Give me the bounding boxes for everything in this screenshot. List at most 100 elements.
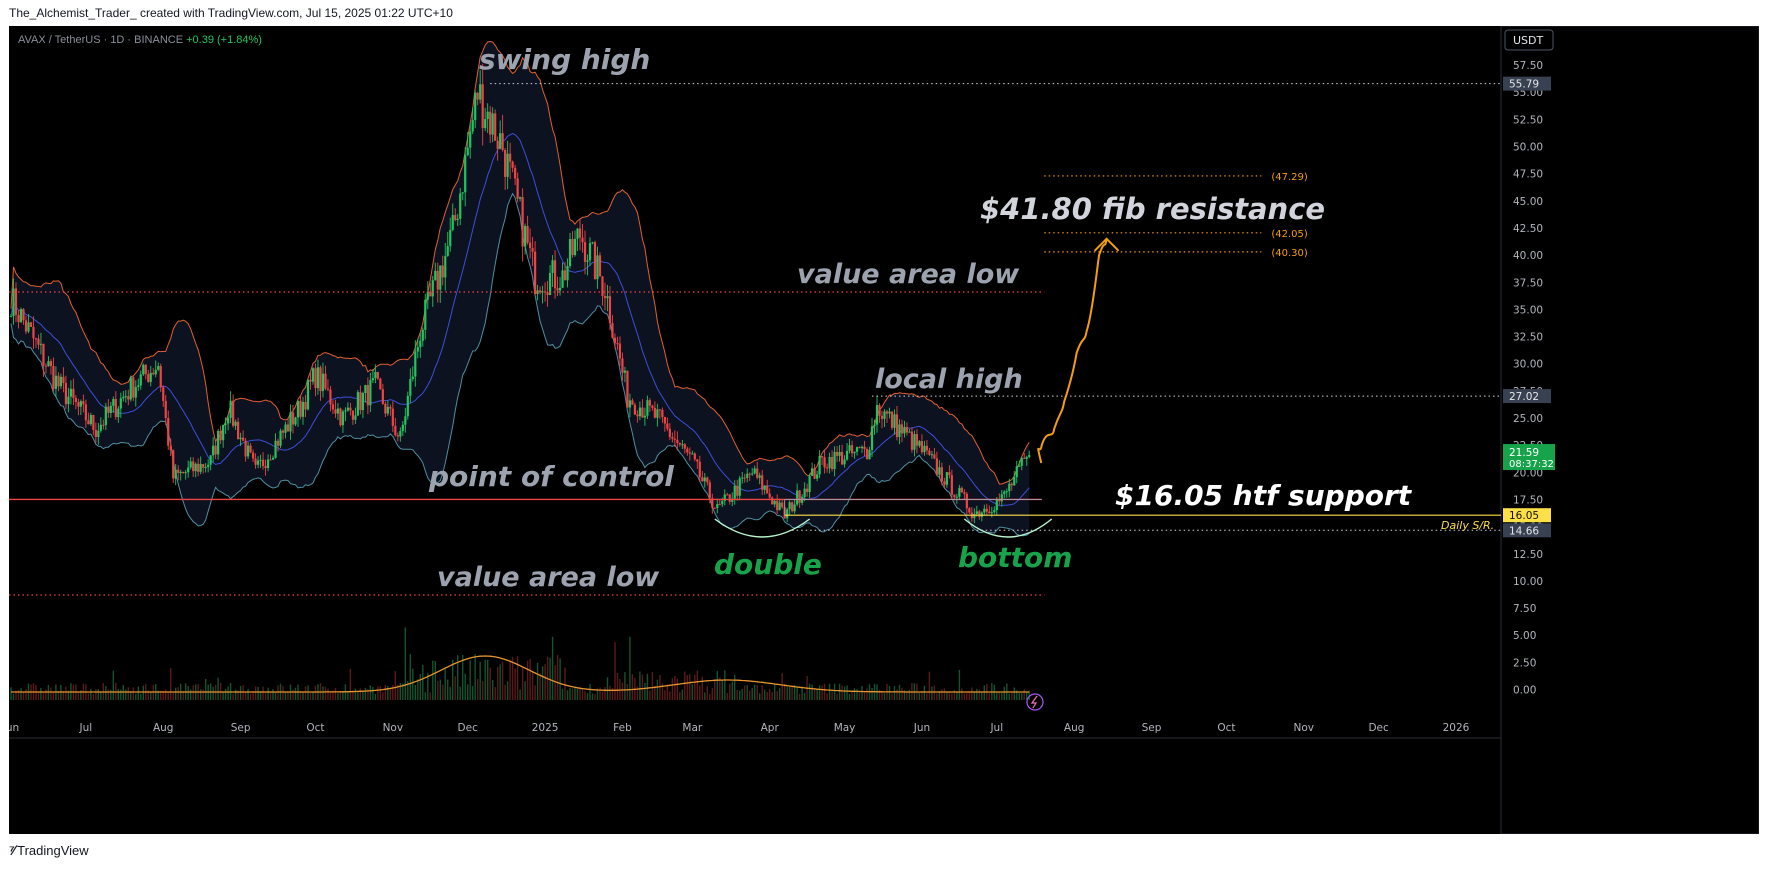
candle-body [511, 161, 514, 168]
last-price-countdown: 08:37:32 [1509, 459, 1554, 470]
candle-body [611, 323, 614, 338]
price-tick-label: 35.00 [1513, 304, 1543, 316]
candle-body [711, 498, 714, 508]
candle-body [134, 386, 137, 398]
chart-area[interactable]: (47.29) (42.05) (40.30) swing high $41.80 fi… [9, 26, 1759, 834]
candle-body [484, 119, 487, 129]
candle-body [608, 296, 612, 324]
candle-body [354, 415, 357, 420]
volume-bar [432, 660, 434, 700]
candle-body [132, 377, 135, 398]
volume-bar [606, 677, 609, 700]
volume-bar [629, 636, 631, 700]
volume-bar [961, 688, 963, 700]
volume-bar [57, 690, 60, 700]
candle-body [274, 440, 277, 458]
candle-body [24, 320, 28, 332]
volume-bar [918, 693, 921, 700]
candle-body [237, 421, 240, 440]
volume-bar [719, 677, 721, 700]
candle-body [17, 314, 20, 323]
candle-body [314, 368, 317, 389]
volume-bar [362, 691, 364, 700]
volume-bar [37, 691, 40, 700]
candle-body [723, 494, 726, 501]
candle-body [960, 487, 963, 493]
candle-body [411, 376, 414, 379]
candle-body [830, 457, 834, 470]
candle-body [915, 434, 919, 446]
lightning-icon[interactable] [1026, 693, 1044, 711]
volume-bar [45, 689, 47, 700]
candle-body [603, 296, 607, 299]
candle-body [456, 218, 459, 221]
volume-bar [579, 688, 581, 700]
volume-bar [277, 685, 279, 700]
volume-bar [387, 685, 389, 700]
price-chart[interactable]: (47.29) (42.05) (40.30) swing high $41.80 fi… [9, 26, 1759, 834]
volume-bar [651, 671, 654, 700]
volume-bar [551, 636, 554, 700]
currency-badge[interactable] [1504, 29, 1554, 51]
candle-body [781, 502, 784, 508]
candle-body [746, 473, 749, 478]
candle-body [414, 351, 417, 377]
volume-bar [457, 655, 459, 700]
candle-body [376, 371, 379, 379]
volume-bar [664, 690, 666, 700]
candle-body [813, 468, 816, 479]
volume-bar [616, 673, 619, 700]
candle-body [326, 388, 330, 390]
volume-bar [796, 687, 798, 700]
volume-bar [923, 685, 926, 700]
candle-body [526, 226, 529, 243]
price-tick-label: 32.50 [1513, 332, 1543, 344]
candle-body [92, 414, 95, 430]
footer-brand: TradingView [17, 842, 89, 858]
volume-bar [1018, 692, 1020, 700]
volume-bar [649, 690, 651, 700]
candle-body [361, 393, 364, 411]
candle-body [154, 369, 157, 375]
candle-body [598, 255, 602, 277]
volume-bar [190, 689, 192, 700]
volume-bar [596, 688, 599, 700]
candle-body [898, 424, 901, 438]
volume-bar [549, 657, 551, 700]
candle-body [868, 449, 871, 460]
candle-body [548, 272, 552, 296]
price-tick-label: 45.00 [1513, 196, 1543, 208]
candle-body [683, 444, 686, 449]
candle-body [890, 411, 894, 428]
candle-body [234, 421, 237, 426]
candle-body [551, 260, 554, 273]
candle-body [286, 424, 290, 432]
candle-body [533, 251, 537, 295]
volume-bar [132, 687, 134, 700]
volume-bar [494, 687, 496, 700]
annotation-value-area-low-bottom: value area low [437, 562, 660, 593]
candle-body [791, 502, 794, 512]
volume-bar [729, 683, 731, 700]
volume-bar [112, 670, 114, 700]
price-axis[interactable]: 57.5055.0052.5050.0047.5045.0042.5040.00… [1513, 60, 1543, 696]
volume-bar [67, 690, 70, 700]
candle-body [913, 434, 916, 450]
price-tag-14-66-text: 14.66 [1509, 525, 1539, 537]
volume-bar [312, 691, 314, 700]
candle-body [850, 445, 854, 454]
volume-bar [838, 683, 841, 700]
candle-body [558, 287, 562, 291]
volume-bar [1001, 693, 1003, 700]
volume-bar [142, 685, 144, 700]
volume-bar [636, 686, 639, 700]
volume-bar [571, 688, 574, 700]
candle-body [1020, 457, 1023, 466]
volume-bar [212, 686, 214, 700]
volume-bar [120, 689, 122, 700]
volume-bar [25, 688, 27, 700]
time-axis[interactable]: Jun Jul Aug Sep Oct Nov Dec 2025 Feb Mar Apr May Jun… [9, 722, 1470, 734]
candle-body [469, 131, 472, 148]
candle-body [656, 409, 659, 418]
price-tick-label: 20.00 [1513, 467, 1543, 479]
